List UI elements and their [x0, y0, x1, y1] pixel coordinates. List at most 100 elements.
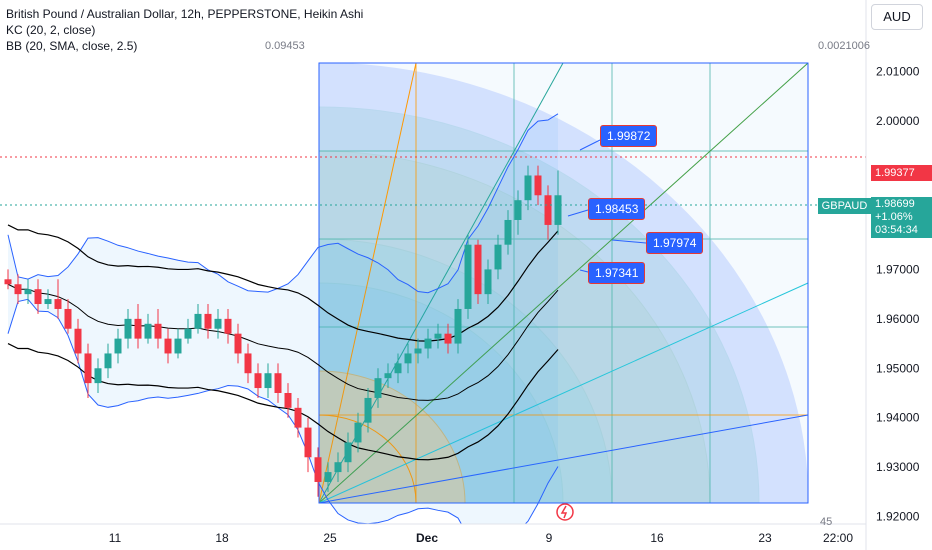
bb-lower	[7, 298, 559, 524]
candle	[124, 308, 132, 349]
currency-button[interactable]: AUD	[871, 4, 923, 30]
y-tick-label: 2.00000	[876, 114, 920, 128]
candle	[324, 462, 332, 492]
symbol-tag: GBPAUD	[818, 198, 871, 214]
candle	[364, 388, 372, 433]
x-tick-label: 16	[650, 531, 664, 545]
y-tick-label: 1.92000	[876, 510, 920, 524]
candle	[514, 190, 522, 235]
last-price-tag: 1.98699 +1.06% 03:54:34	[871, 197, 932, 238]
candle	[434, 323, 442, 349]
y-tick-label: 1.96000	[876, 312, 920, 326]
candle	[134, 304, 142, 349]
candle	[484, 259, 492, 305]
candle	[274, 363, 282, 403]
candle	[254, 363, 262, 398]
candle	[74, 318, 82, 364]
candle	[474, 239, 482, 305]
candle	[404, 343, 412, 374]
candles	[4, 165, 562, 497]
candle	[424, 328, 432, 359]
candle	[244, 343, 252, 384]
candle	[214, 308, 222, 339]
x-tick-label: 18	[215, 531, 229, 545]
x-tick-label: 25	[323, 531, 337, 545]
last-price-countdown: 03:54:34	[875, 224, 918, 236]
y-axis[interactable]: 2.020002.010002.000001.990001.980001.970…	[876, 15, 920, 523]
bb-upper	[7, 113, 559, 294]
candle	[384, 363, 392, 389]
x-tick-label: 9	[546, 531, 553, 545]
gann-top-left-value: 0.09453	[265, 40, 305, 52]
x-axis[interactable]: 11 18 25 Dec 9 16 23 22:00	[109, 531, 854, 545]
candle	[164, 328, 172, 364]
candle	[284, 383, 292, 418]
gann-box-border	[318, 62, 809, 504]
candle	[204, 304, 212, 339]
candle	[444, 323, 452, 354]
gann-grid	[319, 63, 808, 503]
candle	[154, 308, 162, 349]
candle	[554, 170, 562, 235]
legend-bb[interactable]: BB (20, SMA, close, 2.5)	[6, 39, 138, 53]
last-price-value: 1.98699	[875, 198, 915, 210]
candle	[64, 299, 72, 334]
y-tick-label: 1.94000	[876, 411, 920, 425]
y-tick-label: 1.93000	[876, 460, 920, 474]
price-callout-3[interactable]: 1.97974	[646, 232, 704, 254]
candle	[494, 234, 502, 280]
candle	[264, 363, 272, 398]
candle	[184, 318, 192, 344]
candle	[84, 343, 92, 398]
candle	[294, 397, 302, 438]
candle	[334, 452, 342, 482]
callout-connectors	[567, 139, 647, 273]
candle	[224, 308, 232, 344]
candle	[374, 368, 382, 408]
gann-square[interactable]	[318, 62, 809, 504]
candle	[544, 185, 552, 240]
candle	[24, 279, 32, 305]
price-callout-4[interactable]: 1.97341	[588, 262, 646, 284]
candle	[354, 412, 362, 453]
kc-middle	[7, 283, 559, 401]
candle	[174, 328, 182, 359]
candle	[234, 323, 242, 364]
kc-upper	[7, 224, 559, 342]
x-tick-label: 22:00	[823, 531, 853, 545]
candle	[524, 165, 532, 211]
candle	[4, 269, 12, 290]
candle	[54, 279, 62, 319]
y-tick-label: 2.01000	[876, 65, 920, 79]
x-tick-label: Dec	[416, 531, 438, 545]
gann-top-right-value: 0.0021006	[818, 40, 870, 52]
bb-fill	[8, 113, 558, 524]
legend-kc[interactable]: KC (20, 2, close)	[6, 23, 96, 37]
candle	[344, 432, 352, 473]
candle	[454, 299, 462, 354]
indicator-bands	[7, 113, 559, 524]
candle	[104, 343, 112, 379]
x-tick-label: 23	[758, 531, 772, 545]
x-tick-label: 11	[109, 531, 122, 545]
candle	[304, 417, 312, 473]
candle	[144, 313, 152, 344]
y-tick-label: 1.97000	[876, 262, 920, 276]
candle	[94, 358, 102, 393]
candle	[414, 338, 422, 364]
candle	[534, 165, 542, 206]
candle	[14, 274, 22, 305]
gann-bottom-value: 45	[820, 516, 833, 528]
y-tick-label: 1.95000	[876, 361, 920, 375]
event-icon[interactable]	[556, 503, 574, 521]
candle	[464, 234, 472, 319]
candle	[194, 304, 202, 334]
candle	[114, 328, 122, 364]
price-callout-2[interactable]: 1.98453	[588, 198, 646, 220]
high-price-tag: 1.99377	[871, 165, 932, 181]
price-callout-1[interactable]: 1.99872	[600, 125, 658, 147]
legend-title[interactable]: British Pound / Australian Dollar, 12h, …	[6, 7, 364, 21]
candle	[34, 279, 42, 314]
candle	[314, 447, 322, 497]
